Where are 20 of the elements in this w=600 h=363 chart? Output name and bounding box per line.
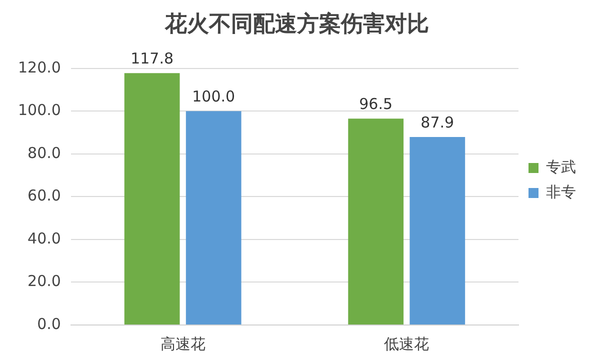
legend-label: 专武	[546, 158, 576, 176]
y-tick-label: 120.0	[18, 58, 61, 76]
y-tick-label: 80.0	[28, 144, 61, 162]
x-tick-label: 低速花	[384, 334, 430, 353]
data-label: 96.5	[359, 95, 393, 114]
y-tick-label: 60.0	[28, 186, 61, 205]
bar	[124, 73, 180, 324]
data-label: 100.0	[192, 88, 236, 106]
y-tick-label: 40.0	[28, 229, 61, 248]
legend-label: 非专	[546, 182, 576, 201]
y-tick-label: 0.0	[37, 314, 61, 333]
data-label: 87.9	[420, 113, 454, 132]
bar	[348, 118, 404, 324]
bar	[410, 137, 466, 324]
x-tick-label: 高速花	[160, 334, 206, 353]
bar	[186, 111, 242, 324]
y-tick-label: 20.0	[28, 272, 61, 290]
data-label: 117.8	[130, 49, 174, 68]
chart-title: 花火不同配速方案伤害对比	[164, 10, 429, 37]
y-tick-label: 100.0	[18, 101, 61, 120]
